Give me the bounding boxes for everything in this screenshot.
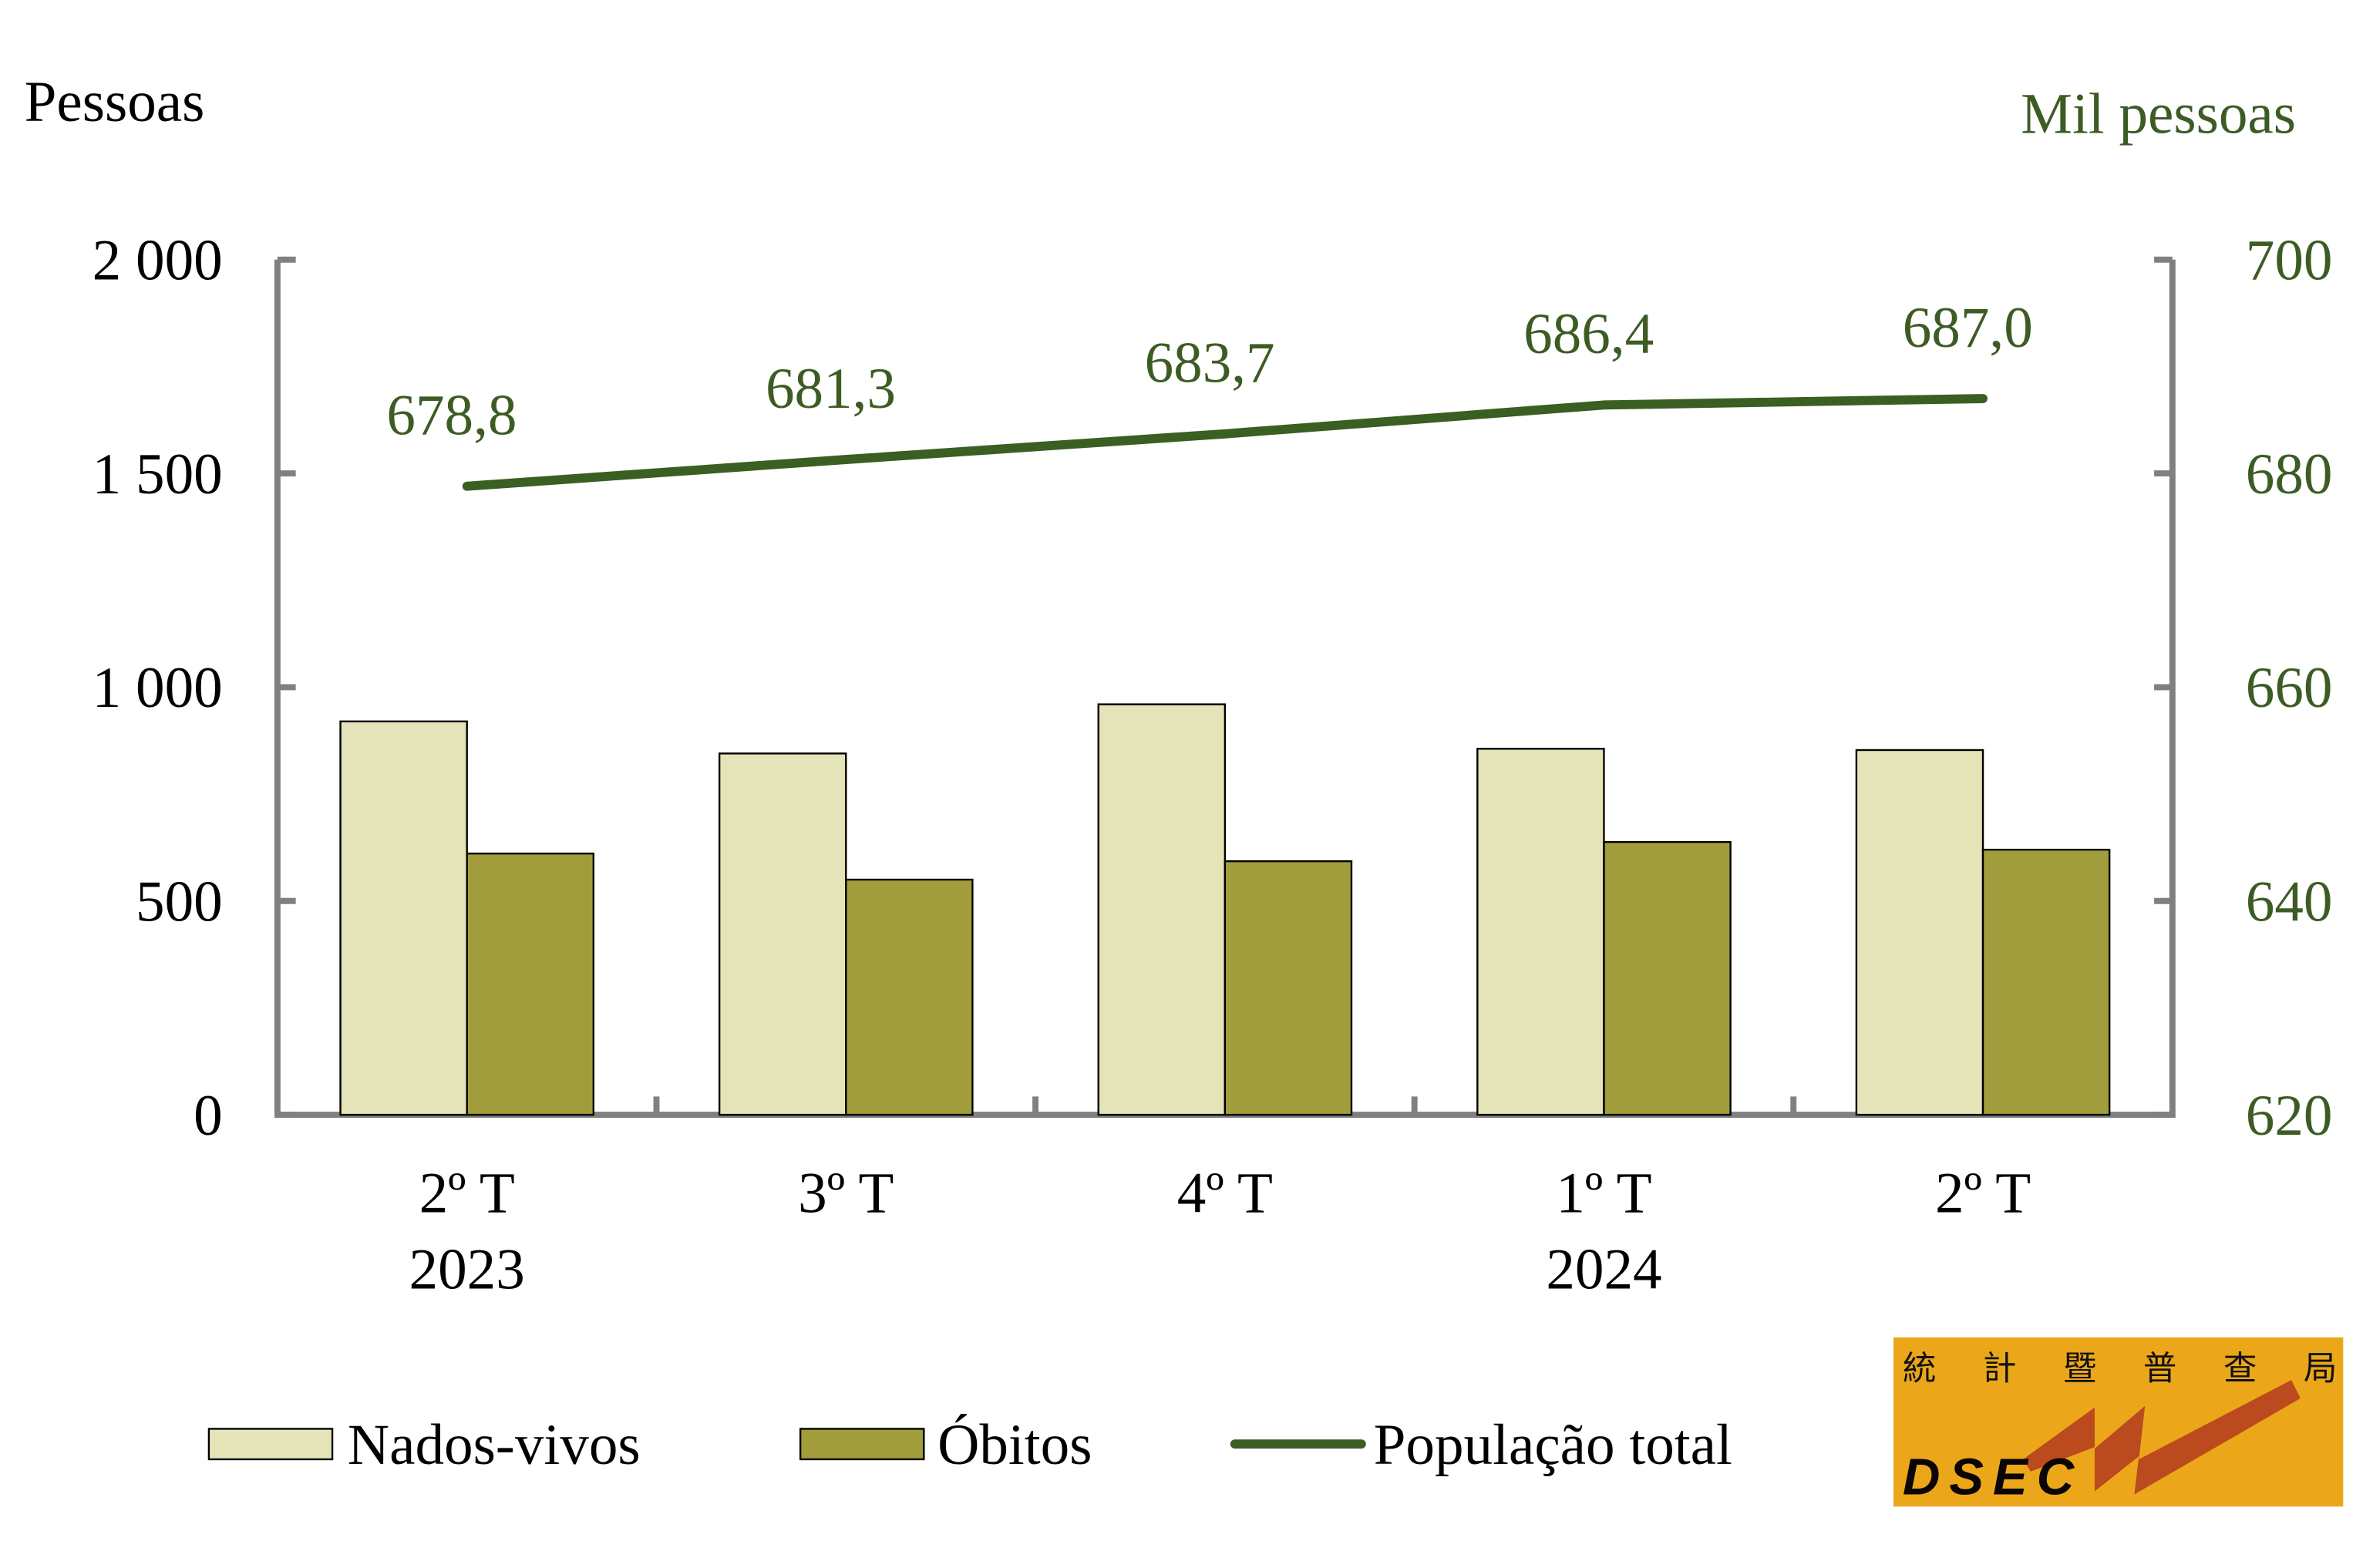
- x-tick-label-year: 2024: [1546, 1238, 1661, 1302]
- y2-tick-label: 640: [2246, 870, 2333, 934]
- y2-tick-label: 680: [2246, 442, 2333, 506]
- legend-label-obitos: Óbitos: [937, 1413, 1092, 1477]
- population-data-label: 678,8: [386, 384, 517, 448]
- logo-zigzag-mark: [2023, 1380, 2301, 1495]
- population-line: 678,8 681,3 683,7 686,4 687,0: [386, 296, 2033, 491]
- dsec-logo: 統計暨普查局 DSEC: [1893, 1337, 2344, 1507]
- logo-acronym: DSEC: [1903, 1448, 2083, 1506]
- bar-obitos: [1224, 860, 1353, 1116]
- population-data-label: 683,7: [1145, 331, 1275, 395]
- bar-nados-vivos: [1476, 748, 1605, 1116]
- legend-swatch-nados-vivos: [207, 1428, 334, 1461]
- y-tick-label: 1 500: [93, 442, 223, 506]
- legend-swatch-obitos: [799, 1428, 925, 1461]
- axes: 0 500 1 000 1 500 2 000 620 640 660 680 700 2º T 20…: [93, 228, 2333, 1301]
- population-data-label: 687,0: [1903, 296, 2033, 360]
- population-line-path: [462, 394, 1988, 491]
- bars: [339, 703, 2111, 1116]
- bar-obitos: [1603, 841, 1732, 1116]
- bar-obitos: [845, 878, 974, 1116]
- x-tick-label-quarter: 1º T: [1556, 1162, 1651, 1226]
- population-data-label: 686,4: [1523, 302, 1654, 366]
- legend: Nados-vivos Óbitos População total: [207, 1413, 1732, 1477]
- legend-label-populacao: População total: [1374, 1413, 1732, 1477]
- x-tick-label-quarter: 2º T: [1935, 1162, 2031, 1226]
- bar-nados-vivos: [339, 720, 468, 1116]
- x-tick-label-year: 2023: [409, 1238, 525, 1302]
- y2-tick-label: 700: [2246, 228, 2333, 292]
- y2-tick-label: 620: [2246, 1084, 2333, 1148]
- legend-label-nados-vivos: Nados-vivos: [348, 1413, 641, 1477]
- bar-obitos: [466, 853, 594, 1116]
- bar-nados-vivos: [718, 752, 847, 1116]
- x-tick-label-quarter: 4º T: [1177, 1162, 1273, 1226]
- x-tick-label-quarter: 2º T: [419, 1162, 515, 1226]
- y-axis-title: Pessoas: [25, 70, 205, 134]
- y-tick-label: 500: [136, 870, 223, 934]
- y2-tick-label: 660: [2246, 656, 2333, 720]
- bar-nados-vivos: [1855, 749, 1984, 1116]
- x-tick-label-quarter: 3º T: [798, 1162, 894, 1226]
- y-tick-label: 2 000: [93, 228, 223, 292]
- population-data-label: 681,3: [766, 357, 896, 421]
- y2-axis-title: Mil pessoas: [2021, 82, 2296, 146]
- y-tick-label: 0: [194, 1084, 223, 1148]
- bar-obitos: [1981, 849, 2111, 1116]
- bar-nados-vivos: [1097, 703, 1227, 1116]
- y-tick-label: 1 000: [93, 656, 223, 720]
